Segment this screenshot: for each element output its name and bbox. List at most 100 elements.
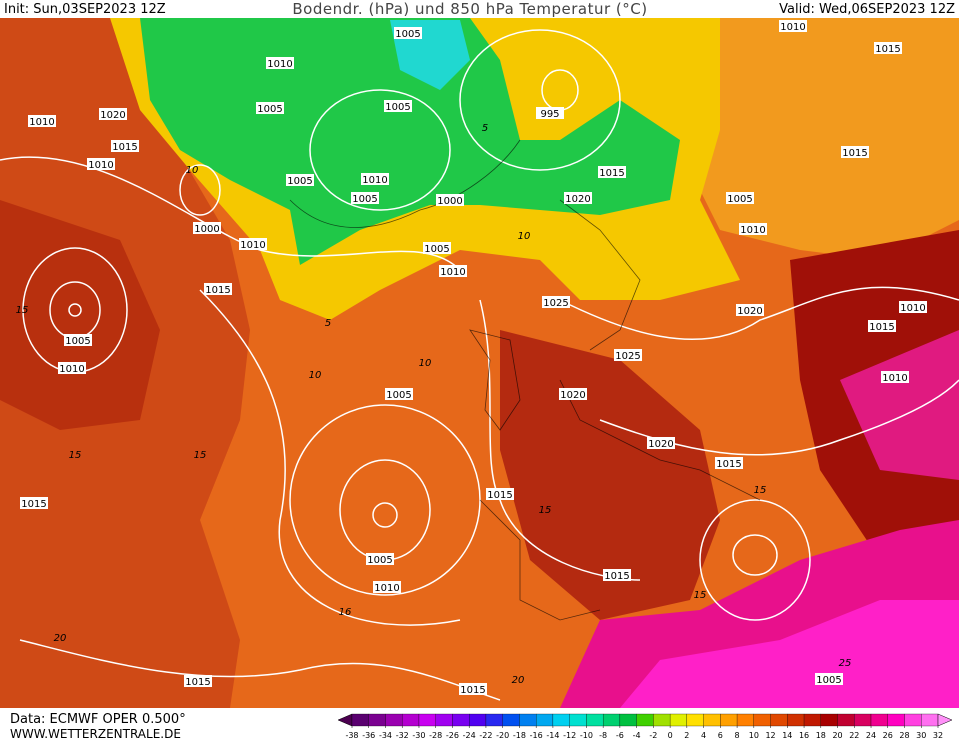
isobar-label: 1005 — [64, 334, 92, 347]
legend-swatch — [837, 713, 855, 727]
isobar-label: 1015 — [184, 675, 212, 688]
isobar-label: 1015 — [841, 146, 869, 159]
legend-tick-label: 24 — [866, 731, 876, 740]
isobar-label: 1010 — [899, 301, 927, 314]
isobar-label-text: 1020 — [560, 390, 585, 401]
isobar-label-box — [815, 673, 843, 685]
isobar-label: 1015 — [459, 683, 487, 696]
isobar-label: 1010 — [881, 371, 909, 384]
isobar-label: 1005 — [384, 100, 412, 113]
isotherm-label: 10 — [309, 370, 322, 381]
legend-tick-label: -30 — [412, 731, 425, 740]
hot-region-east — [840, 330, 959, 480]
isobar-label-box — [899, 301, 927, 313]
isobar-label-box — [111, 140, 139, 152]
color-legend: -38 -36 -34 -32 -30 -28 -26 -24 -22 -20 -18 -16 -14-… — [337, 713, 953, 740]
isobar-label: 1015 — [603, 569, 631, 582]
legend-tick-label: 8 — [735, 731, 740, 740]
isobar-label-text: 1015 — [21, 499, 46, 510]
legend-tick-label: -24 — [463, 731, 476, 740]
isobar-label-text: 1015 — [869, 322, 894, 333]
legend-tick-label: -38 — [345, 731, 358, 740]
isobar-label: 1005 — [394, 27, 422, 40]
isobar-label-box — [193, 222, 221, 234]
isobar-label-box — [779, 20, 807, 32]
legend-swatch — [402, 713, 420, 727]
legend-swatch — [586, 713, 604, 727]
isobar-label-text: 1010 — [740, 225, 765, 236]
isobar-label: 1005 — [815, 673, 843, 686]
legend-swatch — [736, 713, 754, 727]
isobar-label: 995 — [536, 107, 564, 120]
legend-tick-label: 26 — [883, 731, 893, 740]
legend-swatch — [385, 713, 403, 727]
legend-swatch — [720, 713, 738, 727]
isobar-label-box — [361, 173, 389, 185]
isobar-label: 1010 — [779, 20, 807, 33]
isotherm-label: 10 — [518, 231, 531, 242]
legend-swatch — [519, 713, 537, 727]
legend-tick-label: 10 — [749, 731, 759, 740]
isobar-label-box — [351, 192, 379, 204]
legend-swatch — [552, 713, 570, 727]
isobar-label-box — [715, 457, 743, 469]
legend-swatch — [653, 713, 671, 727]
isobar-label-box — [256, 102, 284, 114]
isobar-label-box — [459, 683, 487, 695]
isobar-label-box — [598, 166, 626, 178]
cold-region-green — [140, 18, 680, 265]
isobar-label-box — [726, 192, 754, 204]
isobar-label-box — [874, 42, 902, 54]
legend-tick-label: -18 — [513, 731, 526, 740]
isobar-label: 1005 — [256, 102, 284, 115]
isotherm-label: 10 — [419, 358, 432, 369]
isobar-label-box — [564, 192, 592, 204]
isobar-label-text: 1025 — [543, 298, 568, 309]
isobar-label-box — [184, 675, 212, 687]
isobar-label: 1015 — [715, 457, 743, 470]
legend-swatch — [686, 713, 704, 727]
isobar-label: 1010 — [439, 265, 467, 278]
legend-tick-label: 6 — [718, 731, 723, 740]
legend-swatch — [887, 713, 905, 727]
isobar-label-box — [87, 158, 115, 170]
isobar-label: 1010 — [373, 581, 401, 594]
isobar-label-text: 1015 — [205, 285, 230, 296]
map-title: Bodendr. (hPa) und 850 hPa Temperatur (°… — [292, 0, 647, 18]
isobar-label: 1015 — [204, 283, 232, 296]
isobar-label-text: 995 — [540, 109, 559, 120]
legend-swatch — [452, 713, 470, 727]
legend-swatch — [770, 713, 788, 727]
isobar-label-text: 1015 — [487, 490, 512, 501]
isobar-label: 1010 — [739, 223, 767, 236]
isobar-label-text: 1020 — [100, 110, 125, 121]
valid-time: Valid: Wed,06SEP2023 12Z — [779, 2, 955, 17]
legend-swatch — [787, 713, 805, 727]
isobar-label: 1005 — [351, 192, 379, 205]
legend-swatch — [418, 713, 436, 727]
isobar-label: 1015 — [111, 140, 139, 153]
legend-swatch — [368, 713, 386, 727]
isotherm-label: 5 — [482, 123, 488, 134]
isobar-label-box — [439, 265, 467, 277]
legend-tick-label: -12 — [563, 731, 576, 740]
isotherm-label: 15 — [16, 305, 29, 316]
legend-swatch — [703, 713, 721, 727]
legend-tick-label: -32 — [396, 731, 409, 740]
init-time: Init: Sun,03SEP2023 12Z — [4, 2, 166, 17]
isobar-label-text: 1010 — [374, 583, 399, 594]
isobar-label: 1015 — [874, 42, 902, 55]
isobar-label-text: 1000 — [194, 224, 219, 235]
isobar-label: 1015 — [486, 488, 514, 501]
legend-tick-label: 16 — [799, 731, 809, 740]
isobar-label-box — [739, 223, 767, 235]
isotherm-label: 10 — [186, 165, 199, 176]
isobar-label-box — [64, 334, 92, 346]
isobar-label-text: 1010 — [362, 175, 387, 186]
isobar-label-text: 1010 — [440, 267, 465, 278]
isobar-label: 1010 — [28, 115, 56, 128]
isobar-label-text: 1020 — [565, 194, 590, 205]
isobar-label-box — [559, 388, 587, 400]
isobar-label-text: 1005 — [816, 675, 841, 686]
isobar-label-text: 1010 — [88, 160, 113, 171]
